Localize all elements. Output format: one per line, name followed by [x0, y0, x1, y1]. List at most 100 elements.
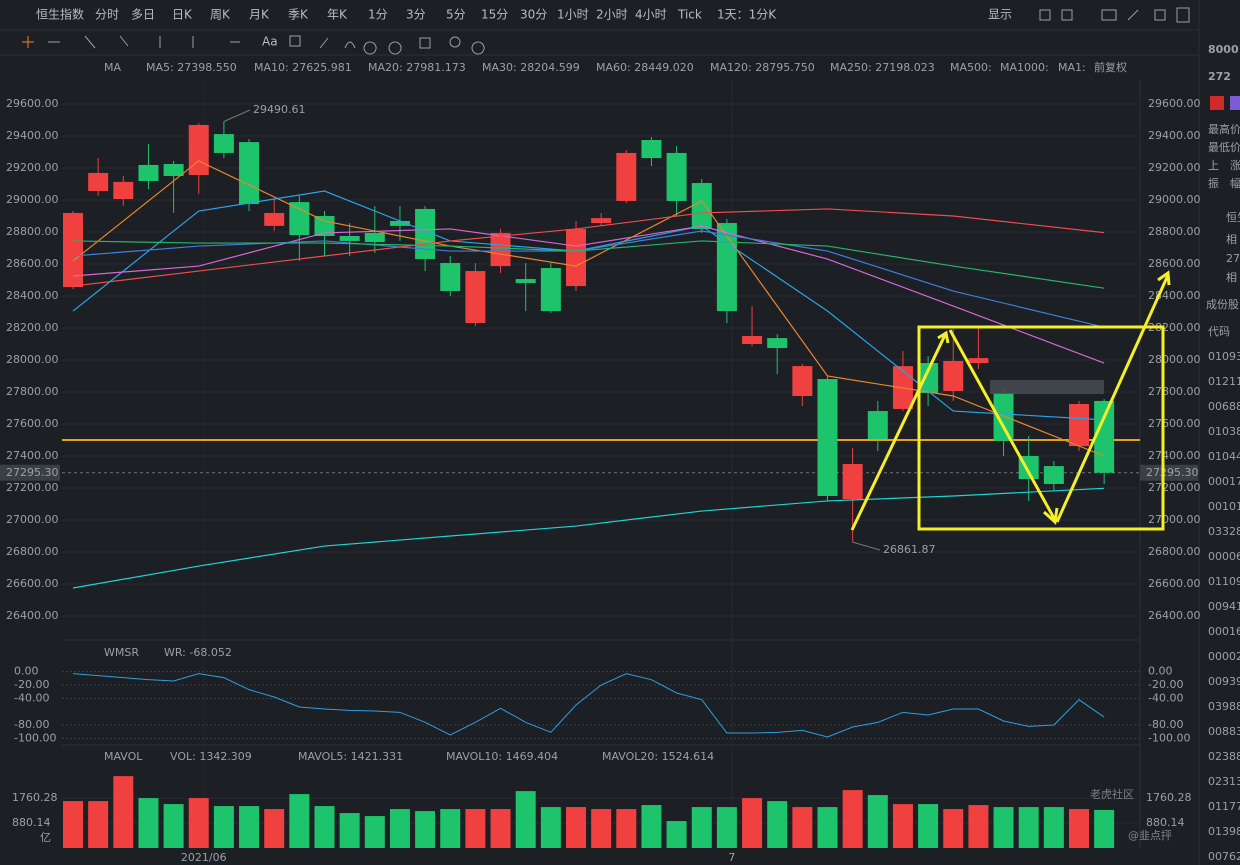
- stock-code[interactable]: 00939: [1208, 675, 1240, 688]
- y-tick-label: 27000.00: [6, 513, 59, 526]
- toolbar-tab[interactable]: Tick: [677, 8, 702, 22]
- volume-bar: [993, 807, 1014, 848]
- volume-bar: [792, 807, 813, 848]
- stock-code[interactable]: 03328: [1208, 525, 1240, 538]
- text-tool[interactable]: Aa: [262, 35, 278, 49]
- edit-tools[interactable]: [319, 36, 485, 55]
- volume-bar: [968, 805, 989, 848]
- volume-bar: [817, 807, 838, 848]
- stock-code[interactable]: 00016: [1208, 625, 1240, 638]
- volume-bar: [490, 809, 511, 848]
- watermark-brand: 老虎社区: [1090, 787, 1134, 801]
- stock-code[interactable]: 00006: [1208, 550, 1240, 563]
- toolbar-tab[interactable]: 季K: [288, 8, 309, 22]
- ma-line: [72, 225, 1105, 364]
- y-tick-label: 28800.00: [6, 225, 59, 238]
- y-tick-label: 27600.00: [6, 417, 59, 430]
- toolbar-tab[interactable]: 1天：1分K: [717, 8, 777, 22]
- stock-code[interactable]: 00101: [1208, 500, 1240, 513]
- stock-code[interactable]: 01038: [1208, 425, 1240, 438]
- x-tick-label: 2021/06: [181, 851, 227, 864]
- adjust-mode[interactable]: 前复权: [1094, 60, 1127, 74]
- stock-code[interactable]: 00941: [1208, 600, 1240, 613]
- toolbar-tab[interactable]: 5分: [446, 8, 466, 22]
- toolbar-tab[interactable]: 周K: [210, 8, 231, 22]
- volume-bar: [515, 791, 536, 848]
- stock-code[interactable]: 01398: [1208, 825, 1240, 838]
- draw-tools[interactable]: [48, 35, 301, 49]
- sidebar-row: 相: [1226, 233, 1237, 246]
- stock-code[interactable]: 01093: [1208, 350, 1240, 363]
- toolbar-tab[interactable]: 多日: [131, 8, 155, 22]
- stock-code[interactable]: 03988: [1208, 700, 1240, 713]
- symbol-code: 8000: [1208, 43, 1239, 56]
- toolbar-tab[interactable]: 4小时: [635, 8, 667, 22]
- y-tick-label-right: 29400.00: [1148, 129, 1201, 142]
- tool-icons: [22, 7, 1190, 55]
- toolbar-tab[interactable]: 30分: [520, 8, 547, 22]
- candle-body: [1094, 400, 1115, 473]
- toolbar-tab[interactable]: 2小时: [596, 8, 628, 22]
- candle-body: [415, 208, 436, 260]
- panel-legend: MAVOL5: 1421.331: [298, 750, 403, 763]
- volume-bar: [566, 807, 586, 848]
- volume-bar: [239, 806, 260, 848]
- volume-bar: [264, 809, 285, 848]
- x-tick-label: 7: [728, 851, 735, 864]
- toolbar-tab[interactable]: 15分: [481, 8, 508, 22]
- ma-legend-inactive: MA500:: [950, 61, 992, 74]
- candle-body: [817, 379, 838, 496]
- volume-bar: [465, 809, 486, 848]
- y-tick-label-right: 27200.00: [1148, 481, 1201, 494]
- y-tick-label: 27400.00: [6, 449, 59, 462]
- volume-bar: [892, 804, 913, 848]
- crosshair-tool[interactable]: [22, 36, 34, 48]
- toolbar-tab[interactable]: 日K: [172, 8, 193, 22]
- candle-body: [792, 366, 813, 396]
- stock-code[interactable]: 01109: [1208, 575, 1240, 588]
- candle-body: [339, 236, 360, 241]
- y-tick-label-right: 27000.00: [1148, 513, 1201, 526]
- stock-code[interactable]: 01044: [1208, 450, 1240, 463]
- volume-bar: [163, 804, 184, 848]
- y-tick-label: 28000.00: [6, 353, 59, 366]
- stock-code[interactable]: 00883: [1208, 725, 1240, 738]
- stock-code[interactable]: 00762: [1208, 850, 1240, 863]
- stock-code[interactable]: 00002: [1208, 650, 1240, 663]
- y-tick-label: 29000.00: [6, 193, 59, 206]
- volume-bar: [314, 806, 335, 848]
- toolbar-tab[interactable]: 月K: [249, 8, 270, 22]
- panel-legend: VOL: 1342.309: [170, 750, 252, 763]
- y-tick-label: 1760.28: [12, 791, 58, 804]
- toolbar-tab[interactable]: 恒生指数: [36, 7, 84, 22]
- top-right-icons[interactable]: [1039, 7, 1190, 23]
- volume-bar: [716, 807, 737, 848]
- stock-code[interactable]: 01211: [1208, 375, 1240, 388]
- ma-legend: MA20: 27981.173: [368, 61, 466, 74]
- ma-line: [72, 240, 1105, 289]
- stock-code[interactable]: 02388: [1208, 750, 1240, 763]
- ma-legend: MA60: 28449.020: [596, 61, 694, 74]
- stock-code[interactable]: 02313: [1208, 775, 1240, 788]
- panel-legend: MAVOL10: 1469.404: [446, 750, 558, 763]
- toolbar-tab[interactable]: 年K: [327, 8, 348, 22]
- y-tick-label: 27800.00: [6, 385, 59, 398]
- toolbar-tab[interactable]: 1分: [368, 8, 388, 22]
- arrows: [850, 270, 1171, 531]
- candle-body: [666, 152, 687, 201]
- display-menu[interactable]: 显示: [988, 8, 1012, 22]
- volume-bar: [591, 809, 612, 848]
- stock-code[interactable]: 00017: [1208, 475, 1240, 488]
- toolbar-tab[interactable]: 1小时: [557, 8, 589, 22]
- candle-body: [63, 212, 83, 288]
- y-tick-label: 0.00: [14, 665, 39, 678]
- toolbar-tab[interactable]: 分时: [95, 8, 119, 22]
- stock-code[interactable]: 00688: [1208, 400, 1240, 413]
- toolbar-tab[interactable]: 3分: [406, 8, 426, 22]
- stock-code[interactable]: 01177: [1208, 800, 1240, 813]
- y-tick-label: -80.00: [14, 718, 49, 731]
- indicator-label: MA: [104, 61, 121, 74]
- last-price-label: 27295.30: [6, 466, 59, 479]
- y-tick-label: -20.00: [14, 678, 49, 691]
